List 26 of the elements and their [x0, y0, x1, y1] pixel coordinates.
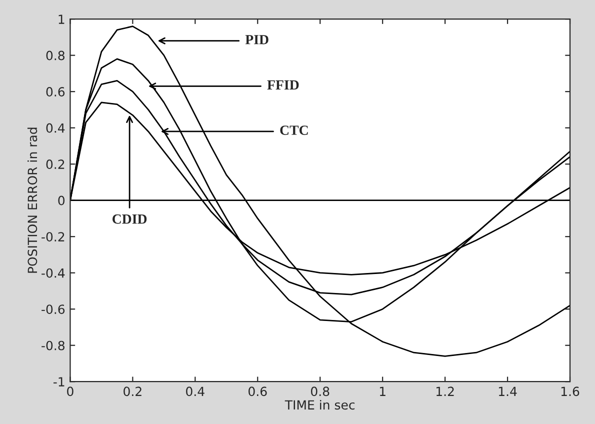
annotation: PID [245, 35, 268, 44]
y-tick-label: 0.4 [46, 123, 65, 133]
x-axis-title: TIME in sec [284, 400, 355, 410]
y-tick-label: 1 [58, 14, 64, 24]
y-tick-label: 0.2 [46, 160, 64, 170]
y-tick-label: -0.2 [42, 232, 64, 242]
x-tick-label: 1.4 [498, 386, 517, 396]
x-tick-label: 1 [380, 386, 386, 396]
y-axis-title: POSITION ERROR in rad [27, 128, 38, 273]
y-tick-label: 0.6 [46, 87, 65, 97]
x-tick-label: 0.2 [124, 386, 142, 396]
y-tick-label: 0 [58, 196, 65, 206]
y-tick-label: -0.6 [42, 304, 65, 314]
x-tick-label: 0 [67, 386, 74, 396]
y-tick-label: 0.8 [46, 50, 64, 60]
annotation: CDID [112, 214, 147, 224]
y-tick-label: -1 [53, 377, 64, 386]
y-tick-label: -0.8 [42, 340, 64, 350]
x-tick-label: 1.6 [561, 386, 580, 396]
x-tick-label: 0.6 [248, 386, 267, 396]
x-tick-label: 0.8 [310, 386, 330, 396]
annotation: FFID [267, 80, 299, 90]
annotation: CTC [280, 126, 308, 135]
y-tick-label: -0.4 [42, 268, 65, 278]
x-tick-label: 0.4 [186, 386, 204, 396]
x-tick-label: 1.2 [436, 386, 454, 396]
